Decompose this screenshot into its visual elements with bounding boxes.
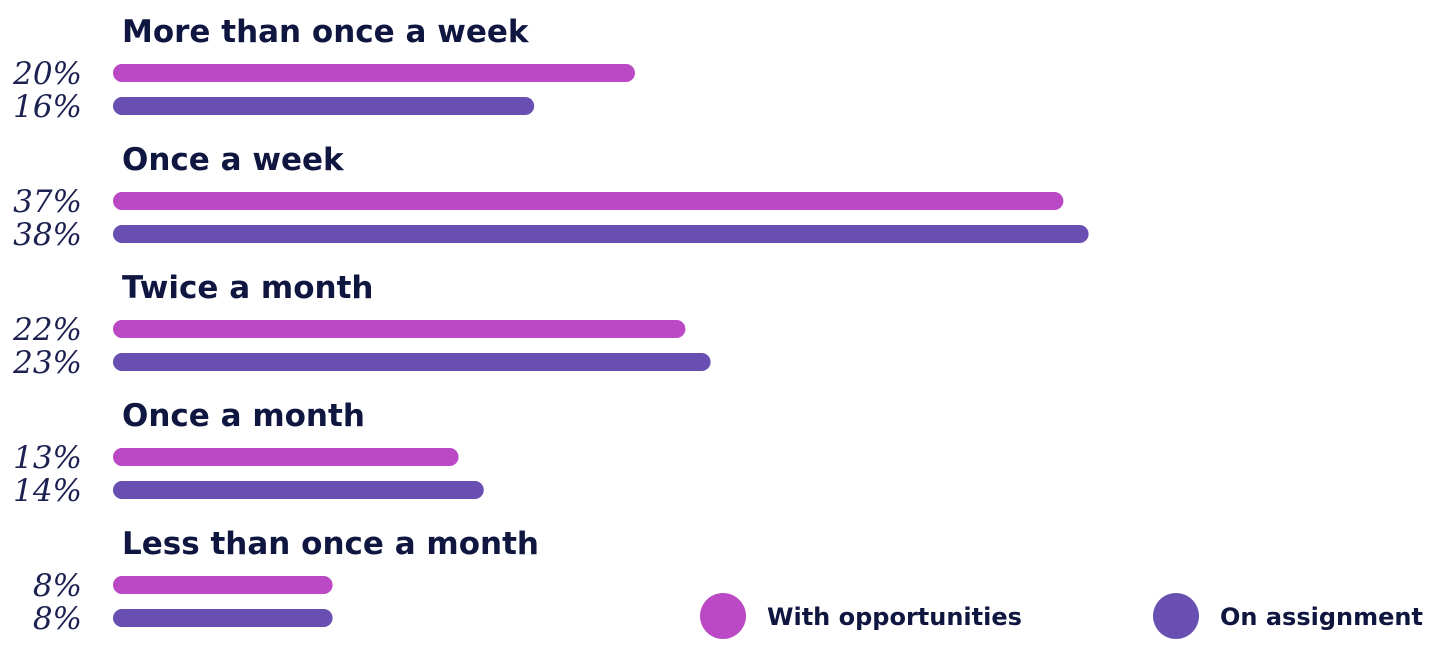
value-label: 20%	[12, 56, 82, 92]
value-label: 13%	[13, 440, 82, 476]
legend-swatch-on-assignment	[1153, 593, 1199, 639]
value-label: 16%	[13, 89, 82, 125]
legend-swatch-with-opportunities	[700, 593, 746, 639]
category-label: Less than once a month	[122, 526, 539, 562]
value-label: 22%	[12, 312, 82, 348]
value-label: 14%	[13, 473, 82, 509]
legend-label-on-assignment: On assignment	[1220, 603, 1423, 631]
category-label: Twice a month	[122, 270, 373, 306]
category-label: Once a week	[122, 142, 345, 178]
value-label: 38%	[13, 217, 82, 253]
value-label: 23%	[12, 345, 82, 381]
value-label: 8%	[33, 601, 82, 637]
value-label: 37%	[13, 184, 82, 220]
legend-label-with-opportunities: With opportunities	[767, 603, 1022, 631]
category-label: More than once a week	[122, 14, 530, 50]
value-label: 8%	[33, 568, 82, 604]
category-label: Once a month	[122, 398, 365, 434]
